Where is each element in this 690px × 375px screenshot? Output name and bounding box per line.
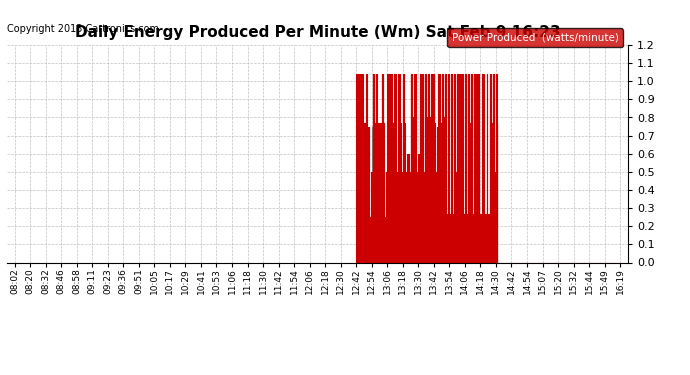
Text: Copyright 2013 Cartronics.com: Copyright 2013 Cartronics.com [7,24,159,34]
Legend: Power Produced  (watts/minute): Power Produced (watts/minute) [448,28,622,47]
Title: Daily Energy Produced Per Minute (Wm) Sat Feb 9 16:23: Daily Energy Produced Per Minute (Wm) Sa… [75,25,560,40]
